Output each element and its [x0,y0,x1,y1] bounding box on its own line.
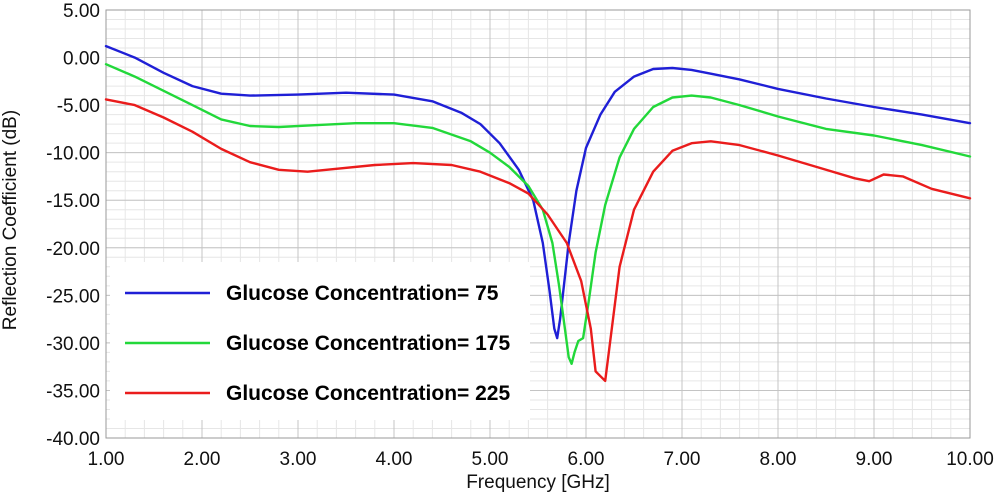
x-tick-label: 8.00 [760,449,797,470]
legend-label-series-2: Glucose Concentration= 175 [226,332,510,355]
series-lines [104,44,972,383]
x-tick-label: 1.00 [88,449,125,470]
x-tick-label: 2.00 [184,449,221,470]
x-tick-label: 7.00 [664,449,701,470]
legend-label-series-3: Glucose Concentration= 225 [226,382,510,405]
x-tick-label: 4.00 [376,449,413,470]
plot-area [105,9,971,439]
legend-label-series-1: Glucose Concentration= 75 [226,282,499,305]
y-tick-label: -40.00 [46,429,100,450]
y-tick-label: -15.00 [46,191,100,212]
series-line-1 [104,44,972,340]
x-tick-label: 9.00 [856,449,893,470]
x-tick-label: 10.00 [946,449,994,470]
series-line-3 [104,98,972,383]
x-axis-ticks: 1.00 2.00 3.00 4.00 5.00 6.00 7.00 8.00 9.00 10.0… [88,449,994,470]
x-tick-label: 6.00 [568,449,605,470]
y-tick-label: 5.00 [63,1,100,22]
y-tick-label: -5.00 [57,96,100,117]
y-tick-label: -35.00 [46,381,100,402]
y-tick-label: -20.00 [46,239,100,260]
y-axis-ticks: 5.00 0.00 -5.00 -10.00 -15.00 -20.00 -25.00 -30… [46,1,100,450]
y-tick-label: -25.00 [46,286,100,307]
x-tick-label: 5.00 [472,449,509,470]
series-line-2 [104,62,972,365]
y-tick-label: -10.00 [46,144,100,165]
y-tick-label: 0.00 [63,49,100,70]
y-tick-label: -30.00 [46,334,100,355]
y-axis-label: Reflection Coefficient (dB) [0,110,21,330]
legend: Glucose Concentration= 75 Glucose Concen… [110,262,530,420]
x-axis-label: Frequency [GHz] [466,472,610,493]
x-tick-label: 3.00 [280,449,317,470]
